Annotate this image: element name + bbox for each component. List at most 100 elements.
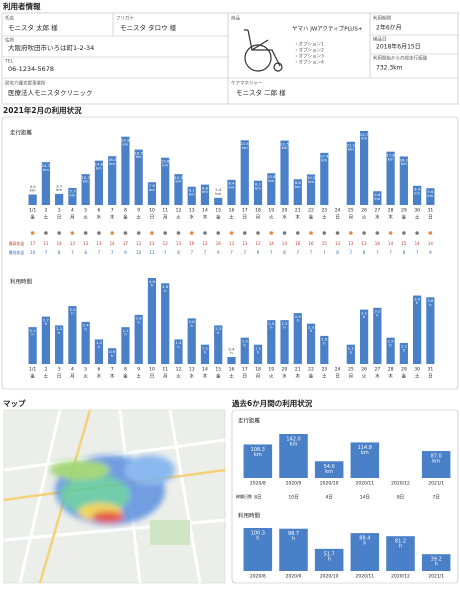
temp-high: 16 <box>309 241 315 246</box>
x-tick-label: 5 <box>84 208 87 214</box>
weather-icon <box>335 231 340 235</box>
unit-label: h <box>429 302 432 307</box>
weather-icon <box>97 231 101 235</box>
bar <box>359 309 369 364</box>
x-tick-label: 15 <box>215 367 221 373</box>
value-label: 2.7 <box>43 317 50 322</box>
value-label: 21.6 <box>241 141 250 146</box>
x-tick-label: 2020/9 <box>286 574 302 580</box>
value-label: 2.1 <box>30 328 37 333</box>
temp-low: 8 <box>177 250 180 255</box>
bar <box>253 344 263 364</box>
temp-low: 9 <box>124 250 127 255</box>
value-label: 2.2 <box>215 326 222 331</box>
unit-label: h <box>191 323 194 328</box>
value-label: 1.1 <box>348 345 355 350</box>
x-tick-label: 28 <box>388 208 394 214</box>
value-label: 21.1 <box>347 143 356 148</box>
unit-label: km <box>432 459 440 465</box>
label: 居宅介護支援事業所 <box>5 80 46 87</box>
weekday-label: 金 <box>402 373 407 380</box>
x-tick-label: 15 <box>215 208 221 214</box>
value-label: 4.9 <box>149 279 156 284</box>
temp-high: 12 <box>163 241 169 246</box>
temp-high: 14 <box>388 241 394 246</box>
weather-icon <box>189 231 194 235</box>
value-label: 6.4 <box>414 187 421 192</box>
weekday-label: 金 <box>30 214 35 221</box>
temp-low: 7 <box>164 250 167 255</box>
weekday-label: 日 <box>150 215 155 221</box>
bar <box>253 180 263 205</box>
bar <box>147 182 157 205</box>
unit-label: h <box>164 288 167 293</box>
bar <box>399 342 408 364</box>
weather-icon <box>428 231 433 235</box>
weekday-label: 木 <box>110 373 115 380</box>
x-tick-label: 2021/1 <box>428 481 444 487</box>
unit-label: km <box>122 141 128 146</box>
temp-low: 10 <box>30 250 36 255</box>
weekday-label: 月 <box>256 374 261 380</box>
value-label: 21.5 <box>280 141 289 146</box>
bar <box>55 193 64 205</box>
x-tick-label: 14 <box>202 367 208 373</box>
weather-icon <box>415 231 419 235</box>
temp-high: 17 <box>30 241 36 246</box>
x-tick-label: 27 <box>374 208 380 214</box>
weekday-label: 火 <box>269 215 274 221</box>
value: モニスタ 太郎 様 <box>8 23 58 32</box>
unit-label: km <box>374 196 380 201</box>
x-tick-label: 7 <box>111 208 114 214</box>
unit-label: km <box>427 193 433 198</box>
bar <box>174 174 183 205</box>
temp-low: 7 <box>376 250 379 255</box>
bar <box>94 339 104 364</box>
x-tick-label: 31 <box>428 208 434 214</box>
x-tick-label: 22 <box>308 208 314 214</box>
weather-icon <box>110 231 114 235</box>
x-tick-label: 30 <box>414 208 420 214</box>
x-tick-label: 17 <box>242 208 248 214</box>
temp-high: 14 <box>428 241 434 246</box>
bar <box>350 442 380 478</box>
label: ケアマネジャー <box>231 80 263 87</box>
weather-icon <box>136 231 141 235</box>
bar <box>346 141 355 205</box>
label: 利用期間 <box>373 15 391 22</box>
unit-label: h <box>151 283 154 288</box>
temp-high: 16 <box>375 241 381 246</box>
weekday-label: 木 <box>296 373 301 380</box>
unit-label: h <box>124 332 127 337</box>
weather-icon <box>44 231 48 235</box>
bar <box>200 184 210 205</box>
weather-icon <box>57 231 61 235</box>
value-label: 2.6 <box>189 319 196 324</box>
weekday-label: 土 <box>322 373 327 380</box>
label: 氏名 <box>5 15 14 22</box>
weekday-label: 水 <box>282 214 287 221</box>
unit-label: km <box>254 452 262 458</box>
x-tick-label: 29 <box>401 367 407 373</box>
weekday-label: 土 <box>415 214 420 221</box>
x-tick-label: 26 <box>361 367 367 373</box>
value-label: 100.3 <box>251 531 265 537</box>
weekday-label: 土 <box>229 373 234 380</box>
unit-label: h <box>323 341 326 346</box>
unit-label: h <box>416 300 419 305</box>
unit-label: h <box>403 348 406 353</box>
days-label: 稼働日数 <box>236 493 252 499</box>
bar <box>174 339 183 364</box>
weekday-label: 火 <box>269 374 274 380</box>
bar <box>267 173 276 205</box>
weather-icon <box>70 231 75 235</box>
bar <box>426 297 435 364</box>
bar <box>134 149 143 205</box>
weekday-label: 火 <box>362 374 367 380</box>
unit-label: h <box>204 349 207 354</box>
x-tick-label: 20 <box>282 367 288 373</box>
weekday-label: 月 <box>163 215 168 221</box>
weekday-label: 金 <box>309 214 314 221</box>
x-tick-label: 22 <box>308 367 314 373</box>
temp-low: 7 <box>323 250 326 255</box>
